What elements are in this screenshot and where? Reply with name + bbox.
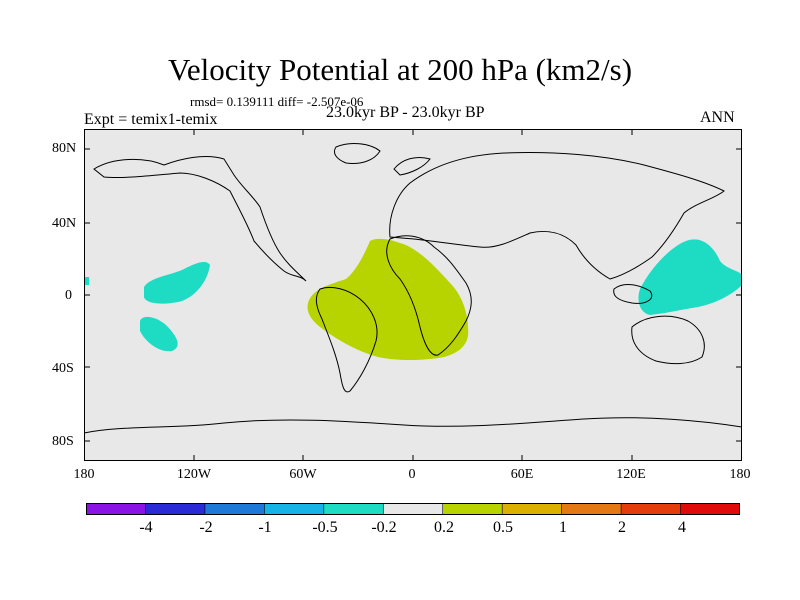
axis-ticks bbox=[84, 129, 742, 461]
colorbar-cell bbox=[323, 503, 385, 515]
colorbar-cell bbox=[680, 503, 740, 515]
colorbar-frame bbox=[86, 503, 740, 515]
negative-region-west-pacific bbox=[638, 239, 742, 315]
colorbar-cell bbox=[204, 503, 266, 515]
colorbar-cell bbox=[501, 503, 563, 515]
colorbar-label: -1 bbox=[258, 519, 272, 536]
experiment-label: Expt = temix1-temix bbox=[84, 111, 218, 128]
colorbar-cell bbox=[442, 503, 503, 515]
lon-label-180w: 180 bbox=[73, 467, 95, 482]
coastline-maritime-continent bbox=[613, 284, 653, 304]
lon-label-60w: 60W bbox=[289, 467, 317, 482]
lon-label-180e: 180 bbox=[729, 467, 751, 482]
lat-label-40n: 40N bbox=[52, 216, 77, 231]
colorbar bbox=[86, 503, 740, 515]
colorbar-label: -4 bbox=[139, 519, 153, 536]
colorbar-cell bbox=[382, 503, 444, 515]
negative-region-east-pacific bbox=[144, 262, 210, 304]
colorbar-label: -2 bbox=[199, 519, 213, 536]
coastline-eurasia bbox=[389, 152, 725, 280]
negative-region-edge bbox=[84, 277, 89, 285]
colorbar-label: -0.5 bbox=[312, 519, 338, 536]
colorbar-label: 0.2 bbox=[434, 519, 454, 536]
colorbar-label: -0.2 bbox=[371, 519, 397, 536]
negative-region-south-pacific bbox=[140, 316, 178, 352]
lon-label-0: 0 bbox=[408, 467, 416, 482]
colorbar-cell bbox=[620, 503, 682, 515]
coastline-australia bbox=[631, 315, 705, 365]
colorbar-cell bbox=[145, 503, 206, 515]
colorbar-cell bbox=[86, 503, 147, 515]
lon-label-120e: 120E bbox=[616, 467, 646, 482]
colorbar-cell bbox=[264, 503, 325, 515]
coastline-africa bbox=[386, 235, 472, 356]
lon-label-120w: 120W bbox=[176, 467, 212, 482]
coastlines bbox=[84, 143, 742, 434]
lat-label-eq: 0 bbox=[65, 288, 72, 303]
lon-label-60e: 60E bbox=[510, 467, 534, 482]
lat-label-40s: 40S bbox=[52, 361, 74, 376]
colorbar-cells bbox=[86, 503, 740, 515]
chart-title: Velocity Potential at 200 hPa (km2/s) bbox=[167, 52, 633, 87]
positive-region-atlantic-africa bbox=[307, 238, 469, 360]
coastline-greenland bbox=[333, 143, 381, 164]
lat-label-80n: 80N bbox=[52, 141, 77, 156]
colorbar-label: 0.5 bbox=[493, 519, 513, 536]
coastline-south-america bbox=[315, 286, 378, 393]
colorbar-label: 4 bbox=[678, 519, 686, 536]
colorbar-label: 2 bbox=[618, 519, 626, 536]
colorbar-cell bbox=[561, 503, 622, 515]
lat-label-80s: 80S bbox=[52, 434, 74, 449]
stats-label: rmsd= 0.139111 diff= -2.507e-06 bbox=[190, 94, 364, 109]
colorbar-label: 1 bbox=[559, 519, 567, 536]
world-map bbox=[84, 129, 742, 461]
coastline-scandinavia bbox=[393, 156, 431, 176]
season-label: ANN bbox=[700, 109, 735, 126]
coastline-antarctica bbox=[84, 417, 742, 434]
coastline-north-america bbox=[93, 156, 307, 282]
period-label: 23.0kyr BP - 23.0kyr BP bbox=[326, 104, 485, 121]
